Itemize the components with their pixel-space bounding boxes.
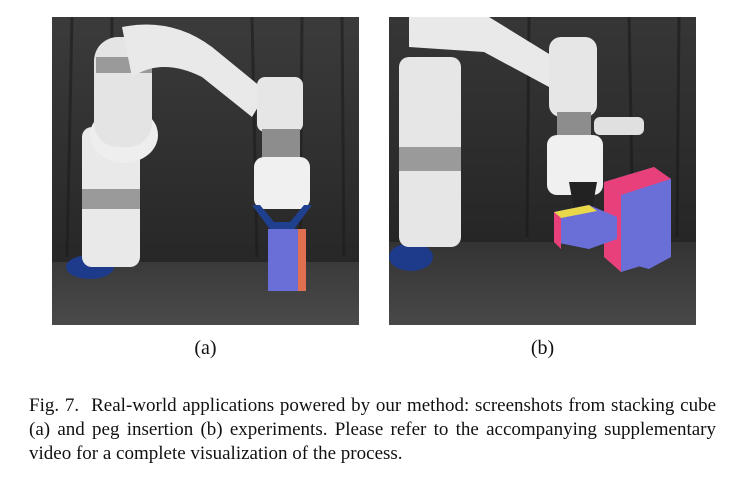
figure-label: Fig. 7.	[29, 395, 80, 416]
peg-insertion-image	[389, 17, 696, 325]
stacking-cube-image	[52, 17, 359, 325]
robot-base	[389, 243, 433, 271]
cube-stack	[268, 229, 306, 291]
peg-block	[554, 167, 671, 272]
robot-arm	[82, 24, 312, 267]
figure-caption: Fig. 7. Real-world applications powered b…	[29, 394, 716, 466]
caption-text: Real-world applications powered by our m…	[29, 395, 716, 464]
subfigure-label-a: (a)	[194, 337, 217, 359]
photo-peg-insertion	[389, 17, 696, 325]
robot-arm	[399, 17, 644, 247]
subfigure-label-b: (b)	[530, 337, 555, 359]
photo-stacking-cube	[52, 17, 359, 325]
